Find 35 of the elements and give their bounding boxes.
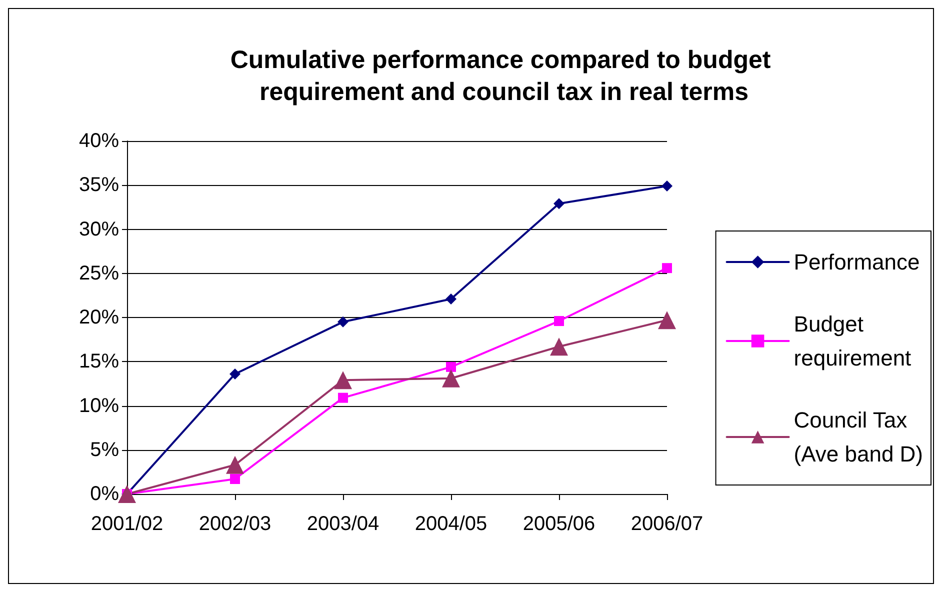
- y-tick-label: 20%: [78, 306, 120, 328]
- point: [658, 311, 676, 330]
- point: [338, 392, 348, 403]
- chart-title: Cumulative performance compared to budget requirement and council tax in real terms: [230, 46, 778, 106]
- point: [662, 180, 672, 192]
- point: [554, 316, 564, 326]
- point: [230, 474, 240, 484]
- point: [338, 316, 348, 328]
- point: [230, 368, 240, 380]
- point: [226, 456, 244, 474]
- y-tick-label: 5%: [90, 438, 120, 461]
- y-tick-label: 30%: [78, 218, 120, 240]
- x-tick-label: 2005/06: [522, 513, 596, 535]
- point: [118, 485, 136, 503]
- x-tick-label: 2002/03: [198, 513, 272, 535]
- point: [442, 369, 460, 388]
- legend-label: Council Tax (Ave band D): [794, 408, 923, 466]
- point: [554, 198, 564, 210]
- legend-label: Budget requirement: [794, 312, 912, 370]
- x-tick-label: 2003/04: [306, 513, 380, 535]
- y-tick-label: 35%: [78, 174, 120, 196]
- point: [334, 371, 352, 390]
- y-tick-label: 10%: [78, 394, 120, 417]
- point: [446, 293, 456, 304]
- y-tick-label: 0%: [90, 483, 120, 505]
- point: [550, 338, 568, 356]
- y-tick-label: 15%: [78, 350, 120, 373]
- y-tick-label: 40%: [78, 130, 120, 152]
- x-tick-label: 2006/07: [630, 513, 704, 535]
- point: [446, 362, 456, 372]
- point: [662, 263, 672, 274]
- y-tick-label: 25%: [78, 262, 120, 284]
- legend-label: Performance: [794, 250, 920, 274]
- x-tick-label: 2004/05: [414, 513, 488, 535]
- x-tick-label: 2001/02: [90, 513, 164, 535]
